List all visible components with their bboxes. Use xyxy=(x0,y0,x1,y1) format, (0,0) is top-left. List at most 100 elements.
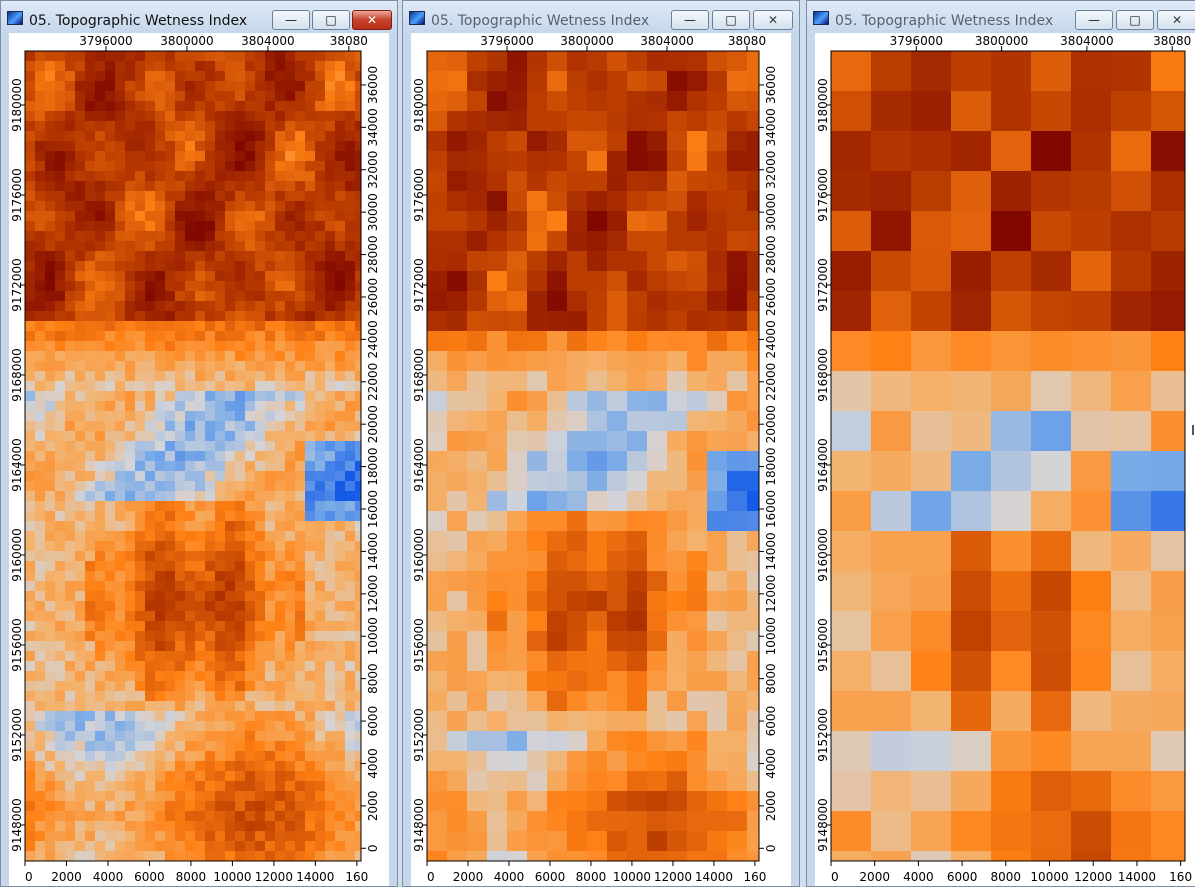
title-bar[interactable]: 05. Topographic Wetness Index — □ ✕ xyxy=(807,1,1195,33)
raster-cell xyxy=(607,611,628,632)
raster-cell xyxy=(45,431,56,442)
raster-cell xyxy=(547,411,568,432)
raster-cell xyxy=(155,461,166,472)
raster-cell xyxy=(911,771,952,812)
raster-cell xyxy=(607,651,628,672)
raster-cell xyxy=(25,631,36,642)
raster-cell xyxy=(125,411,136,422)
raster-cell xyxy=(235,651,246,662)
title-bar[interactable]: 05. Topographic Wetness Index — □ ✕ xyxy=(1,1,397,33)
raster-cell xyxy=(275,521,286,532)
raster-cell xyxy=(325,591,336,602)
raster-cell xyxy=(707,411,728,432)
raster-cell xyxy=(467,711,488,732)
raster-cell xyxy=(1031,451,1072,492)
raster-cell xyxy=(65,51,76,62)
raster-cell xyxy=(155,131,166,142)
raster-cell xyxy=(65,681,76,692)
raster-cell xyxy=(345,111,356,122)
raster-cell xyxy=(215,811,226,822)
raster-cell xyxy=(225,781,236,792)
raster-cell xyxy=(215,781,226,792)
left-tick-label: 9164000 xyxy=(412,438,426,491)
raster-cell xyxy=(1071,571,1112,612)
raster-cell xyxy=(275,291,286,302)
map-view[interactable]: 3796000 3800000 3804000 38080 9180000 9176000… xyxy=(9,33,389,886)
raster-cell xyxy=(215,561,226,572)
raster-cell xyxy=(65,341,76,352)
map-axes: 3796000 3800000 3804000 3808091800009176000… xyxy=(10,34,380,884)
raster-cell xyxy=(355,681,362,692)
map-frame xyxy=(24,50,362,862)
raster-map[interactable]: 3796000 3800000 3804000 3808091800009176000… xyxy=(815,33,1195,886)
left-tick-label: 9160000 xyxy=(10,528,24,581)
close-button[interactable]: ✕ xyxy=(753,10,793,30)
raster-cell xyxy=(65,621,76,632)
raster-cell xyxy=(325,471,336,482)
raster-cell xyxy=(195,121,206,132)
raster-cell xyxy=(507,611,528,632)
raster-map[interactable]: 3796000 3800000 3804000 3808091800009176000… xyxy=(9,33,389,886)
raster-cell xyxy=(75,651,86,662)
raster-cell xyxy=(295,131,306,142)
raster-cell xyxy=(165,171,176,182)
map-view[interactable]: 3796000 3800000 3804000 38080 9180000 9176000… xyxy=(411,33,791,886)
raster-cell xyxy=(35,51,46,62)
raster-cell xyxy=(295,241,306,252)
raster-cell xyxy=(295,321,306,332)
raster-cell xyxy=(175,551,186,562)
raster-cell xyxy=(195,681,206,692)
map-window-2[interactable]: 05. Topographic Wetness Index — □ ✕ 3796… xyxy=(402,0,800,887)
raster-cell xyxy=(235,121,246,132)
left-tick-label: 9148000 xyxy=(10,798,24,851)
raster-cell xyxy=(55,461,66,472)
raster-cell xyxy=(25,281,36,292)
raster-cell xyxy=(105,151,116,162)
bottom-tick-label: 14000 xyxy=(1118,870,1156,884)
raster-cell xyxy=(265,511,276,522)
minimize-button[interactable]: — xyxy=(671,10,709,30)
minimize-button[interactable]: — xyxy=(1075,10,1113,30)
map-window-3[interactable]: 05. Topographic Wetness Index — □ ✕ 3796… xyxy=(806,0,1195,887)
raster-cell xyxy=(205,121,216,132)
minimize-button[interactable]: — xyxy=(272,10,310,30)
raster-cell xyxy=(55,141,66,152)
raster-cell xyxy=(1111,371,1152,412)
close-button[interactable]: ✕ xyxy=(352,10,392,30)
raster-cell xyxy=(175,591,186,602)
raster-cell xyxy=(305,851,316,862)
raster-cell xyxy=(487,731,508,752)
raster-cell xyxy=(145,51,156,62)
raster-cell xyxy=(285,791,296,802)
maximize-button[interactable]: □ xyxy=(312,10,350,30)
raster-cell xyxy=(305,391,316,402)
raster-cell xyxy=(215,251,226,262)
close-button[interactable]: ✕ xyxy=(1157,10,1195,30)
map-view[interactable]: 3796000 3800000 3804000 38080 9180000 9176000… xyxy=(815,33,1195,886)
raster-map[interactable]: 3796000 3800000 3804000 3808091800009176000… xyxy=(411,33,791,886)
resize-grip-icon[interactable] xyxy=(1192,425,1194,435)
raster-cell xyxy=(487,711,508,732)
maximize-button[interactable]: □ xyxy=(1116,10,1154,30)
raster-cell xyxy=(285,381,296,392)
raster-cell xyxy=(335,391,346,402)
raster-cell xyxy=(225,331,236,342)
raster-cell xyxy=(215,271,226,282)
raster-cell xyxy=(135,811,146,822)
raster-cell xyxy=(25,201,36,212)
title-bar[interactable]: 05. Topographic Wetness Index — □ ✕ xyxy=(403,1,799,33)
raster-cell xyxy=(487,591,508,612)
raster-cell xyxy=(355,431,362,442)
raster-cell xyxy=(1111,811,1152,852)
map-window-1[interactable]: 05. Topographic Wetness Index — □ ✕ 3796… xyxy=(0,0,398,887)
raster-cell xyxy=(165,291,176,302)
raster-cell xyxy=(105,581,116,592)
raster-cell xyxy=(55,741,66,752)
raster-cell xyxy=(335,371,346,382)
raster-cell xyxy=(65,331,76,342)
right-tick-label: 8000 xyxy=(764,663,778,694)
raster-cell xyxy=(325,791,336,802)
raster-cell xyxy=(55,71,66,82)
maximize-button[interactable]: □ xyxy=(712,10,750,30)
raster-cell xyxy=(95,111,106,122)
